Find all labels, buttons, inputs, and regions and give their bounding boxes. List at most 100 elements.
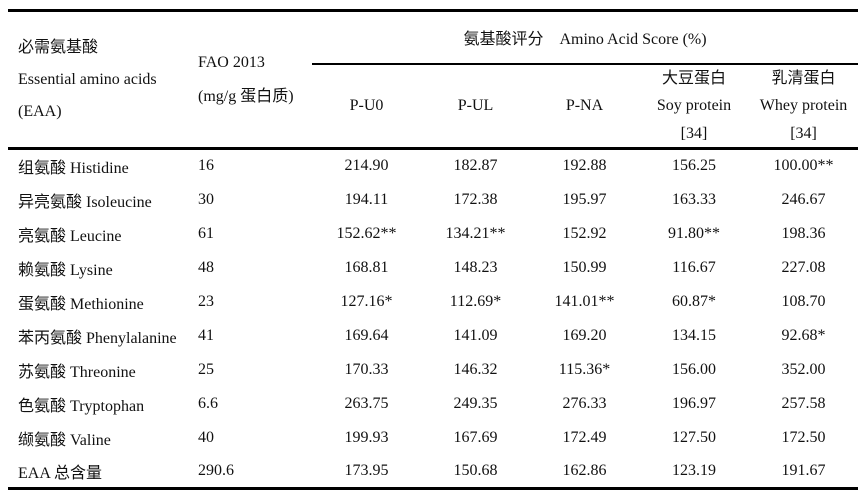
- pul-score: 249.35: [453, 394, 498, 412]
- pna-score: 150.99: [562, 258, 607, 276]
- header-fao-2013: FAO 2013 (mg/g 蛋白质): [190, 10, 312, 151]
- soy-protein-score: 116.67: [672, 258, 716, 276]
- amino-acid-name: 苯丙氨酸 Phenylalanine: [18, 329, 177, 347]
- pna-score: 141.01**: [554, 292, 615, 310]
- soy-protein-score: 163.33: [672, 190, 716, 208]
- pu0-score: 169.64: [344, 326, 389, 344]
- soy-protein-score: 60.87*: [672, 292, 716, 310]
- amino-acid-name: 苏氨酸 Threonine: [18, 363, 136, 381]
- header-whey-protein: 乳清蛋白 Whey protein [34]: [749, 63, 859, 151]
- pu0-score: 199.93: [344, 428, 389, 446]
- whey-protein-score: 108.70: [781, 292, 826, 310]
- header-pu0: P-U0: [312, 63, 421, 151]
- header-pna: P-NA: [530, 63, 639, 151]
- pna-score: 169.20: [562, 326, 607, 344]
- header-eaa-abbr: (EAA): [18, 102, 62, 120]
- pul-score: 146.32: [453, 360, 498, 378]
- soy-protein-score: 196.97: [672, 394, 716, 412]
- whey-protein-score: 92.68*: [781, 326, 826, 344]
- table-row: EAA 总含量 290.6 173.95 150.68 162.86 123.1…: [8, 455, 858, 489]
- header-row-top: 必需氨基酸 Essential amino acids (EAA) FAO 20…: [8, 10, 859, 151]
- fao-reference-value: 48: [198, 258, 214, 276]
- whey-protein-score: 257.58: [781, 394, 826, 412]
- fao-reference-value: 6.6: [198, 394, 218, 412]
- amino-acid-score-table: 必需氨基酸 Essential amino acids (EAA) FAO 20…: [8, 9, 859, 491]
- soy-protein-score: 156.00: [672, 360, 716, 378]
- whey-protein-score: 172.50: [781, 428, 826, 446]
- amino-acid-name: 组氨酸 Histidine: [18, 160, 129, 178]
- whey-protein-score: 227.08: [781, 258, 826, 276]
- pna-score: 192.88: [562, 157, 607, 175]
- pu0-score: 214.90: [344, 157, 389, 175]
- table-row: 亮氨酸 Leucine 61 152.62** 134.21** 152.92 …: [8, 217, 858, 251]
- pna-score: 152.92: [562, 224, 607, 242]
- pul-score: 172.38: [453, 190, 498, 208]
- pu0-score: 263.75: [344, 394, 389, 412]
- pu0-score: 173.95: [344, 461, 389, 479]
- table-row: 色氨酸 Tryptophan 6.6 263.75 249.35 276.33 …: [8, 387, 858, 421]
- pna-score: 115.36*: [558, 360, 611, 378]
- header-whey-ref: [34]: [790, 124, 817, 142]
- table-row: 缬氨酸 Valine 40 199.93 167.69 172.49 127.5…: [8, 421, 858, 455]
- whey-protein-score: 246.67: [781, 190, 826, 208]
- whey-protein-score: 352.00: [781, 360, 826, 378]
- pul-score: 112.69*: [449, 292, 502, 310]
- pu0-score: 127.16*: [340, 292, 393, 310]
- pu0-score: 170.33: [344, 360, 389, 378]
- fao-reference-value: 40: [198, 428, 214, 446]
- soy-protein-score: 156.25: [672, 157, 716, 175]
- table-row: 苯丙氨酸 Phenylalanine 41 169.64 141.09 169.…: [8, 319, 858, 353]
- pul-score: 148.23: [453, 258, 498, 276]
- header-eaa-zh: 必需氨基酸: [18, 38, 99, 56]
- header-whey-zh: 乳清蛋白: [771, 69, 836, 87]
- whey-protein-score: 198.36: [781, 224, 826, 242]
- header-soy-en: Soy protein: [656, 97, 732, 115]
- table-row: 赖氨酸 Lysine 48 168.81 148.23 150.99 116.6…: [8, 251, 858, 285]
- pna-score: 276.33: [562, 394, 607, 412]
- header-fao-line1: FAO 2013: [198, 53, 265, 71]
- fao-reference-value: 61: [198, 224, 214, 242]
- table-row: 蛋氨酸 Methionine 23 127.16* 112.69* 141.01…: [8, 285, 858, 319]
- table-row: 苏氨酸 Threonine 25 170.33 146.32 115.36* 1…: [8, 353, 858, 387]
- pul-score: 182.87: [453, 157, 498, 175]
- amino-acid-name: 色氨酸 Tryptophan: [18, 397, 145, 415]
- pu0-score: 194.11: [344, 190, 389, 208]
- whey-protein-score: 191.67: [781, 461, 826, 479]
- header-amino-acid-score-group: 氨基酸评分 Amino Acid Score (%): [312, 10, 859, 65]
- fao-reference-value: 290.6: [198, 461, 234, 479]
- header-eaa-en: Essential amino acids: [18, 70, 157, 88]
- header-soy-protein: 大豆蛋白 Soy protein [34]: [639, 63, 749, 151]
- table-row: 异亮氨酸 Isoleucine 30 194.11 172.38 195.97 …: [8, 183, 858, 217]
- header-essential-amino-acids: 必需氨基酸 Essential amino acids (EAA): [8, 10, 190, 151]
- table-body: 组氨酸 Histidine 16 214.90 182.87 192.88 15…: [8, 149, 858, 489]
- amino-acid-name: EAA 总含量: [18, 464, 103, 482]
- pul-score: 141.09: [453, 326, 498, 344]
- amino-acid-name: 缬氨酸 Valine: [18, 431, 111, 449]
- amino-acid-name: 蛋氨酸 Methionine: [18, 295, 144, 313]
- whey-protein-score: 100.00**: [773, 157, 834, 175]
- pna-score: 195.97: [562, 190, 607, 208]
- soy-protein-score: 123.19: [672, 461, 716, 479]
- amino-acid-name: 赖氨酸 Lysine: [18, 261, 113, 279]
- fao-reference-value: 30: [198, 190, 214, 208]
- pna-score: 162.86: [562, 461, 607, 479]
- soy-protein-score: 134.15: [672, 326, 716, 344]
- pul-score: 167.69: [453, 428, 498, 446]
- pna-score: 172.49: [562, 428, 607, 446]
- soy-protein-score: 127.50: [672, 428, 716, 446]
- amino-acid-name: 亮氨酸 Leucine: [18, 227, 122, 245]
- table-row: 组氨酸 Histidine 16 214.90 182.87 192.88 15…: [8, 149, 858, 183]
- table-header: 必需氨基酸 Essential amino acids (EAA) FAO 20…: [8, 10, 859, 151]
- pu0-score: 152.62**: [336, 224, 397, 242]
- pul-score: 134.21**: [445, 224, 506, 242]
- header-pul: P-UL: [421, 63, 530, 151]
- amino-acid-name: 异亮氨酸 Isoleucine: [18, 193, 152, 211]
- pul-score: 150.68: [453, 461, 498, 479]
- header-row-sub: P-U0 P-UL P-NA 大豆蛋白 Soy protein [34] 乳清蛋…: [8, 63, 859, 151]
- header-soy-ref: [34]: [680, 124, 708, 142]
- header-fao-line2: (mg/g 蛋白质): [198, 87, 294, 105]
- fao-reference-value: 25: [198, 360, 214, 378]
- header-whey-en: Whey protein: [759, 97, 848, 115]
- fao-reference-value: 41: [198, 326, 214, 344]
- fao-reference-value: 16: [198, 157, 214, 175]
